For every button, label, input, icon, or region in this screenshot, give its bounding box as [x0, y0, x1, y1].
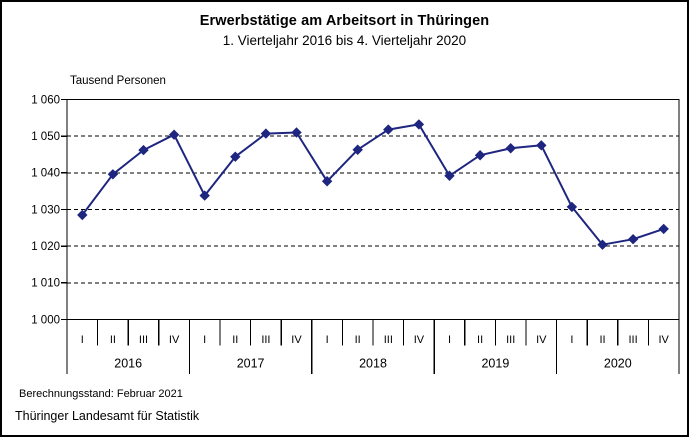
y-tick-label: 1 050	[31, 131, 60, 143]
quarter-label: II	[355, 334, 361, 346]
quarter-label: IV	[536, 334, 547, 346]
year-label: 2016	[114, 357, 142, 371]
quarter-label: III	[139, 334, 148, 346]
y-tick-label: 1 040	[31, 168, 60, 180]
chart-title: Erwerbstätige am Arbeitsort in Thüringen	[199, 13, 490, 29]
data-point	[321, 176, 333, 187]
quarter-label: I	[203, 334, 206, 346]
data-point	[352, 144, 363, 155]
data-point	[77, 209, 88, 221]
data-point	[505, 143, 516, 154]
quarter-label: III	[384, 334, 393, 346]
quarter-label: IV	[658, 334, 669, 346]
quarter-label: I	[326, 334, 329, 346]
quarter-label: I	[448, 334, 451, 346]
data-point	[627, 233, 639, 245]
y-tick-label: 1 030	[31, 204, 60, 216]
chart-subtitle: 1. Vierteljahr 2016 bis 4. Vierteljahr 2…	[222, 33, 467, 48]
quarter-label: II	[599, 334, 605, 346]
year-label: 2019	[481, 357, 509, 371]
quarter-label: I	[81, 334, 84, 346]
quarter-label: II	[477, 334, 483, 346]
y-tick-label: 1 060	[31, 94, 60, 106]
data-point	[138, 144, 149, 156]
data-point	[536, 140, 547, 151]
quarter-label: III	[629, 334, 638, 346]
data-point	[199, 190, 210, 201]
data-point	[566, 201, 578, 213]
y-axis-unit-label: Tausend Personen	[70, 75, 166, 87]
quarter-label: III	[261, 334, 270, 346]
source-attribution: Thüringer Landesamt für Statistik	[15, 409, 200, 423]
data-point	[474, 150, 486, 161]
y-tick-label: 1 010	[31, 278, 60, 290]
data-point	[291, 127, 302, 138]
data-point	[260, 128, 272, 139]
data-point	[597, 239, 608, 250]
year-label: 2018	[359, 357, 387, 371]
quarter-label: IV	[414, 334, 425, 346]
data-point	[658, 223, 669, 235]
quarter-label: IV	[291, 334, 302, 346]
data-point	[230, 151, 241, 162]
data-point	[383, 124, 394, 135]
y-tick-label: 1 020	[31, 241, 60, 253]
quarter-label: IV	[169, 334, 180, 346]
y-tick-label: 1 000	[31, 314, 60, 326]
data-point	[444, 170, 455, 181]
quarter-label: I	[570, 334, 573, 346]
quarter-label: II	[110, 334, 116, 346]
quarter-label: III	[506, 334, 515, 346]
data-point	[107, 169, 119, 180]
data-point	[413, 119, 425, 130]
data-point	[168, 129, 180, 140]
quarter-label: II	[232, 334, 238, 346]
data-line	[81, 123, 665, 246]
year-label: 2017	[237, 357, 265, 371]
year-label: 2020	[604, 357, 632, 371]
calculation-status-note: Berechnungsstand: Februar 2021	[19, 388, 183, 400]
